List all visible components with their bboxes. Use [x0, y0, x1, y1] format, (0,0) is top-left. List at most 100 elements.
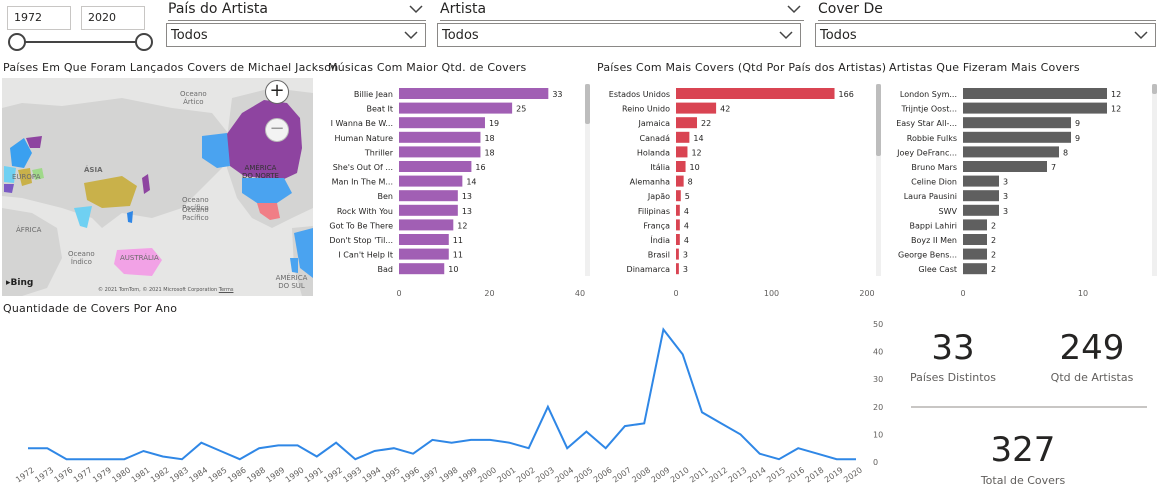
- zoom-out-button[interactable]: −: [265, 118, 289, 142]
- series-line[interactable]: [28, 327, 856, 461]
- bar[interactable]: [399, 88, 549, 99]
- bar-value-label: 2: [991, 236, 996, 245]
- bar[interactable]: [676, 131, 690, 143]
- x-tick-label: 2004: [553, 465, 575, 484]
- bar-category-label: Bruno Mars: [911, 163, 957, 172]
- bar[interactable]: [676, 146, 688, 158]
- chevron-down-icon: [404, 31, 418, 40]
- bar[interactable]: [676, 175, 684, 187]
- bar-value-label: 5: [685, 192, 690, 201]
- bar[interactable]: [676, 117, 698, 129]
- bar-value-label: 3: [1003, 192, 1008, 201]
- bar[interactable]: [399, 146, 481, 158]
- bar-value-label: 3: [1003, 178, 1008, 187]
- bar[interactable]: [676, 263, 679, 275]
- bing-logo: ▸Bing: [6, 278, 33, 288]
- songs-scrollbar-thumb[interactable]: [585, 84, 590, 124]
- bar[interactable]: [963, 234, 987, 245]
- bar-category-label: I Wanna Be W...: [331, 119, 393, 128]
- bar[interactable]: [399, 175, 463, 187]
- bar[interactable]: [399, 263, 445, 275]
- chevron-down-icon[interactable]: [786, 2, 802, 16]
- bar-category-label: Brasil: [648, 251, 670, 260]
- bar[interactable]: [963, 219, 987, 231]
- slicer-cover-value: Todos: [820, 28, 857, 43]
- bar[interactable]: [676, 248, 679, 260]
- year-slider-track[interactable]: [18, 41, 144, 43]
- map-terms-link[interactable]: Terms: [218, 287, 234, 293]
- bar-category-label: Bappi Lahiri: [910, 221, 957, 230]
- bar[interactable]: [676, 88, 835, 99]
- bar-value-label: 166: [839, 90, 854, 99]
- slicer-artista-dropdown[interactable]: Todos: [437, 23, 801, 47]
- bar[interactable]: [676, 190, 681, 202]
- x-tick-label: 2001: [496, 465, 518, 484]
- bar[interactable]: [963, 131, 1071, 143]
- kpi-artistas-value: 249: [1059, 328, 1125, 368]
- bar-category-label: SWV: [939, 207, 958, 216]
- bar-value-label: 10: [448, 265, 458, 274]
- kpi-artistas-label: Qtd de Artistas: [1050, 371, 1134, 384]
- bar-value-label: 12: [1111, 90, 1121, 99]
- slicer-cover-dropdown[interactable]: Todos: [815, 23, 1156, 47]
- artists-bar-chart: London Sym... 12 Trijntje Oost... 12 Easy St…: [896, 88, 1121, 296]
- bar[interactable]: [963, 88, 1107, 99]
- slicer-pais-title: País do Artista: [168, 1, 269, 17]
- bar[interactable]: [399, 204, 458, 216]
- map-label-europa: EUROPA: [12, 173, 41, 181]
- bar-category-label: Boyz II Men: [911, 236, 957, 245]
- bar-value-label: 22: [701, 119, 711, 128]
- bar[interactable]: [676, 161, 686, 172]
- bar[interactable]: [399, 117, 485, 129]
- artists-scrollbar[interactable]: [1152, 84, 1157, 276]
- bar[interactable]: [399, 102, 513, 114]
- year-slider-end-handle[interactable]: [135, 33, 153, 51]
- bar[interactable]: [963, 175, 999, 187]
- bar[interactable]: [963, 190, 999, 202]
- bar[interactable]: [676, 204, 680, 216]
- bar-category-label: Thriller: [364, 148, 394, 157]
- bar-value-label: 3: [683, 251, 688, 260]
- year-slider-start-handle[interactable]: [8, 33, 26, 51]
- covers-map[interactable]: Oceano Ártico ÁSIA EUROPA AMÉRICA DO NORTE…: [2, 78, 313, 296]
- chevron-down-icon[interactable]: [408, 2, 424, 16]
- x-tick-label: 1977: [72, 465, 94, 484]
- bar[interactable]: [963, 102, 1107, 114]
- bar-value-label: 2: [991, 265, 996, 274]
- bar[interactable]: [963, 248, 987, 260]
- bar[interactable]: [963, 117, 1071, 129]
- countries-scrollbar[interactable]: [876, 84, 881, 276]
- x-tick-label: 2011: [688, 465, 710, 484]
- bar[interactable]: [399, 248, 449, 260]
- bar-value-label: 7: [1051, 163, 1056, 172]
- bar[interactable]: [963, 263, 987, 275]
- bar[interactable]: [963, 146, 1059, 158]
- year-end-input[interactable]: 2020: [81, 6, 145, 30]
- year-start-input[interactable]: 1972: [7, 6, 71, 30]
- x-tick-label: 2020: [842, 465, 864, 484]
- chevron-down-icon: [779, 31, 793, 40]
- bar-category-label: Estados Unidos: [609, 90, 670, 99]
- songs-scrollbar[interactable]: [585, 84, 590, 276]
- artists-scrollbar-thumb[interactable]: [1152, 84, 1157, 94]
- bar[interactable]: [399, 190, 458, 202]
- bar[interactable]: [963, 204, 999, 216]
- countries-scrollbar-thumb[interactable]: [876, 84, 881, 156]
- bar-category-label: Alemanha: [630, 178, 670, 187]
- bar[interactable]: [676, 102, 717, 114]
- slicer-pais-dropdown[interactable]: Todos: [166, 23, 426, 47]
- bar-category-label: Human Nature: [334, 134, 393, 143]
- slicer-cover-title: Cover De: [818, 1, 883, 17]
- bar-value-label: 9: [1075, 134, 1080, 143]
- bar[interactable]: [676, 234, 680, 245]
- bar[interactable]: [963, 161, 1047, 172]
- bing-label: Bing: [10, 278, 34, 288]
- x-tick-label: 2018: [804, 465, 826, 484]
- bar[interactable]: [676, 219, 680, 231]
- bar[interactable]: [399, 131, 481, 143]
- zoom-in-button[interactable]: +: [265, 80, 289, 104]
- x-tick-label: 2008: [630, 465, 652, 484]
- bar[interactable]: [399, 234, 449, 245]
- bar[interactable]: [399, 161, 472, 172]
- bar[interactable]: [399, 219, 454, 231]
